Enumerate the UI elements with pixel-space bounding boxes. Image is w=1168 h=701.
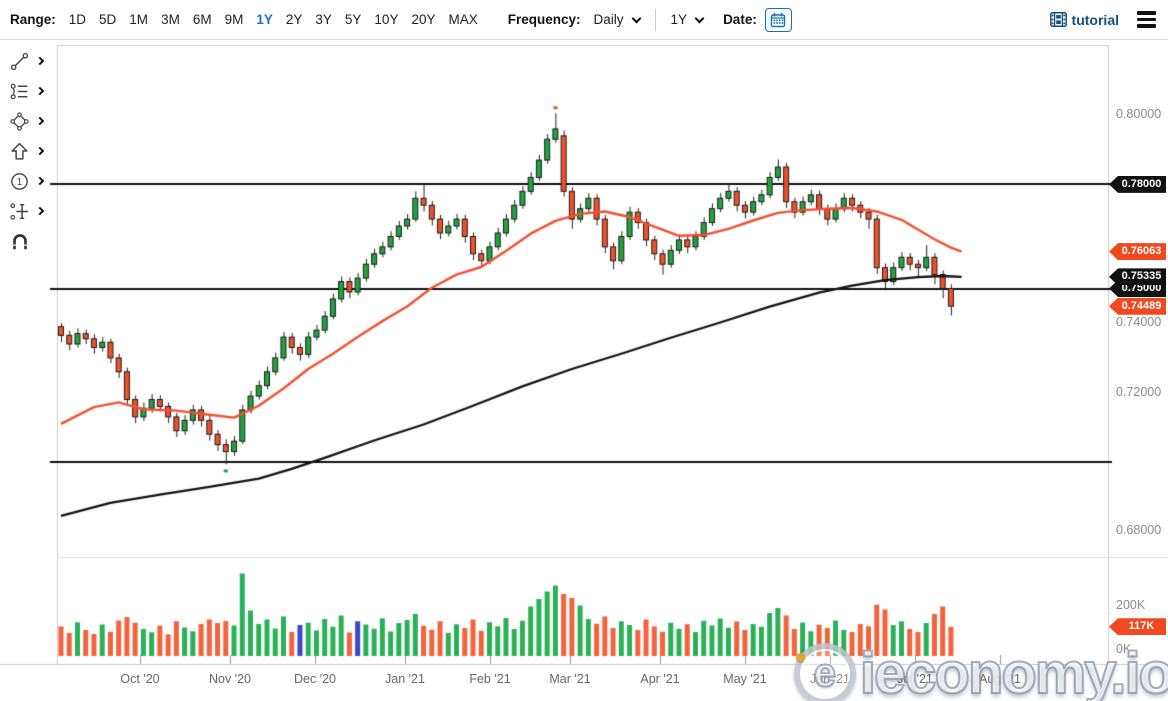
tutorial-link[interactable]: tutorial	[1049, 11, 1119, 28]
range-20y[interactable]: 20Y	[411, 12, 436, 27]
magnet-tool[interactable]	[0, 226, 56, 256]
arrow-up-icon	[11, 142, 28, 160]
chevron-right-icon	[35, 146, 45, 156]
range-9m[interactable]: 9M	[224, 12, 244, 27]
toolbar-divider	[654, 8, 656, 31]
range-items: 1D 5D 1M 3M 6M 9M 1Y 2Y 3Y 5Y 10Y 20Y MAX	[69, 12, 491, 27]
date-label: Date:	[723, 12, 757, 27]
hamburger-icon	[1137, 11, 1156, 15]
chevron-down-icon	[694, 13, 705, 23]
period-value: 1Y	[670, 12, 688, 27]
date-picker-button[interactable]	[764, 7, 792, 32]
film-icon	[1049, 12, 1067, 27]
circled-one-icon: 1	[11, 172, 28, 190]
calendar-icon	[771, 12, 786, 27]
range-max[interactable]: MAX	[448, 12, 478, 27]
range-5d[interactable]: 5D	[99, 12, 117, 27]
range-1m[interactable]: 1M	[129, 12, 149, 27]
shapes-icon	[10, 111, 29, 131]
drawing-tools-sidebar: 1	[0, 46, 56, 256]
fibonacci-icon	[10, 83, 28, 99]
chevron-right-icon	[35, 116, 45, 126]
trend-line-tool[interactable]	[0, 46, 56, 76]
range-5y[interactable]: 5Y	[344, 12, 362, 27]
range-1d[interactable]: 1D	[68, 12, 87, 27]
frequency-value: Daily	[593, 12, 624, 27]
frequency-dropdown[interactable]: Daily	[593, 12, 641, 27]
levels-icon	[10, 202, 28, 220]
chevron-right-icon	[35, 86, 45, 96]
chevron-right-icon	[35, 176, 45, 186]
range-10y[interactable]: 10Y	[374, 12, 399, 27]
range-3m[interactable]: 3M	[161, 12, 180, 27]
fibonacci-tool[interactable]	[0, 76, 56, 106]
svg-text:1: 1	[17, 177, 23, 188]
hamburger-menu-button[interactable]	[1137, 10, 1156, 30]
chevron-right-icon	[35, 56, 45, 66]
period-dropdown[interactable]: 1Y	[670, 12, 705, 27]
toolbar: Range: 1D 5D 1M 3M 6M 9M 1Y 2Y 3Y 5Y 10Y 20Y MAX Fre…	[0, 0, 1168, 40]
magnet-icon	[13, 234, 27, 250]
tutorial-label: tutorial	[1071, 11, 1119, 28]
frequency-label: Frequency:	[507, 12, 581, 27]
range-2y[interactable]: 2Y	[285, 12, 303, 27]
chevron-right-icon	[35, 206, 45, 216]
range-6m[interactable]: 6M	[192, 12, 212, 27]
trend-line-icon	[10, 52, 29, 70]
range-1y[interactable]: 1Y	[256, 12, 273, 27]
range-label: Range:	[10, 12, 56, 27]
levels-tool[interactable]	[0, 196, 56, 226]
shapes-tool[interactable]	[0, 106, 56, 136]
arrow-tool[interactable]	[0, 136, 56, 166]
range-3y[interactable]: 3Y	[315, 12, 332, 27]
annotation-tool[interactable]: 1	[0, 166, 56, 196]
chevron-down-icon	[631, 13, 641, 23]
